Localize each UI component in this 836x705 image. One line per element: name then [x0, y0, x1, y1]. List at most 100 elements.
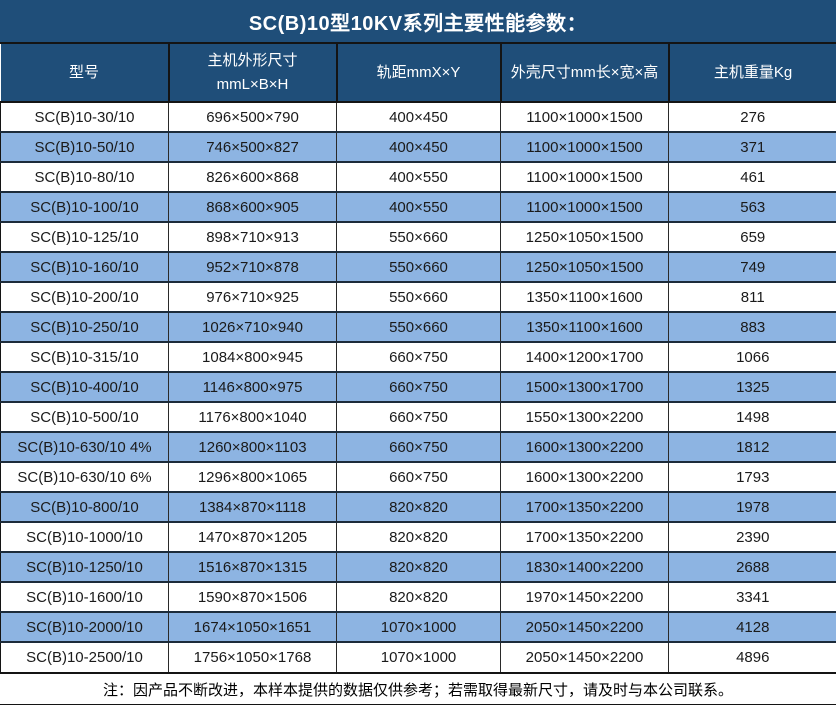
cell: 1978 [668, 491, 836, 522]
table-row: SC(B)10-400/10 1146×800×975 660×750 1500×13… [0, 371, 836, 402]
cell: 400×550 [336, 191, 501, 222]
cell: 746×500×827 [168, 131, 337, 162]
column-header: 轨距mmX×Y [335, 44, 501, 103]
table-row: SC(B)10-80/10 826×600×868 400×550 1100×1000… [0, 161, 836, 192]
table-row: SC(B)10-500/10 1176×800×1040 660×750 1550×1… [0, 401, 836, 432]
table-row: SC(B)10-2500/10 1756×1050×1768 1070×1000 20… [0, 641, 836, 672]
cell: 1250×1050×1500 [500, 251, 669, 282]
table-row: SC(B)10-630/10 4% 1260×800×1103 660×750 160… [0, 431, 836, 462]
cell: 811 [668, 281, 836, 312]
table-row: SC(B)10-125/10 898×710×913 550×660 1250×105… [0, 221, 836, 252]
cell: 1400×1200×1700 [500, 341, 669, 372]
footnote: 注：因产品不断改进，本样本提供的数据仅供参考；若需取得最新尺寸，请及时与本公司联… [0, 672, 836, 705]
table-row: SC(B)10-1600/10 1590×870×1506 820×820 1970×… [0, 581, 836, 612]
cell: 2688 [668, 551, 836, 582]
cell: 400×450 [336, 131, 501, 162]
cell: SC(B)10-80/10 [0, 161, 169, 192]
cell: 883 [668, 311, 836, 342]
cell: SC(B)10-1600/10 [0, 581, 169, 612]
cell: 1350×1100×1600 [500, 281, 669, 312]
cell: 371 [668, 131, 836, 162]
cell: SC(B)10-315/10 [0, 341, 169, 372]
cell: 1026×710×940 [168, 311, 337, 342]
table-row: SC(B)10-1000/10 1470×870×1205 820×820 1700×… [0, 521, 836, 552]
cell: SC(B)10-1250/10 [0, 551, 169, 582]
cell: 868×600×905 [168, 191, 337, 222]
cell: SC(B)10-630/10 4% [0, 431, 169, 462]
header-row: 型号 主机外形尺寸 mmL×B×H 轨距mmX×Y 外壳尺寸mm长×宽×高 主机重量Kg [0, 44, 836, 103]
cell: 1066 [668, 341, 836, 372]
cell: 976×710×925 [168, 281, 337, 312]
column-header: 主机重量Kg [667, 44, 836, 103]
cell: SC(B)10-50/10 [0, 131, 169, 162]
table-row: SC(B)10-315/10 1084×800×945 660×750 1400×12… [0, 341, 836, 372]
cell: 660×750 [336, 341, 501, 372]
cell: 4128 [668, 611, 836, 642]
cell: 1100×1000×1500 [500, 161, 669, 192]
table-row: SC(B)10-1250/10 1516×870×1315 820×820 1830×… [0, 551, 836, 582]
cell: 461 [668, 161, 836, 192]
cell: 820×820 [336, 491, 501, 522]
cell: 1296×800×1065 [168, 461, 337, 492]
cell: 1700×1350×2200 [500, 491, 669, 522]
cell: 659 [668, 221, 836, 252]
table-row: SC(B)10-200/10 976×710×925 550×660 1350×110… [0, 281, 836, 312]
cell: 550×660 [336, 221, 501, 252]
cell: SC(B)10-160/10 [0, 251, 169, 282]
cell: SC(B)10-200/10 [0, 281, 169, 312]
cell: 1070×1000 [336, 641, 501, 672]
cell: 1100×1000×1500 [500, 191, 669, 222]
cell: SC(B)10-30/10 [0, 102, 169, 132]
cell: 1830×1400×2200 [500, 551, 669, 582]
cell: 1756×1050×1768 [168, 641, 337, 672]
cell: 563 [668, 191, 836, 222]
cell: 400×550 [336, 161, 501, 192]
cell: SC(B)10-630/10 6% [0, 461, 169, 492]
table-header: 型号 主机外形尺寸 mmL×B×H 轨距mmX×Y 外壳尺寸mm长×宽×高 主机重量Kg [0, 44, 836, 103]
cell: 1500×1300×1700 [500, 371, 669, 402]
cell: 3341 [668, 581, 836, 612]
cell: 1700×1350×2200 [500, 521, 669, 552]
table-title: SC(B)10型10KV系列主要性能参数： [0, 0, 836, 44]
cell: 1084×800×945 [168, 341, 337, 372]
cell: SC(B)10-250/10 [0, 311, 169, 342]
cell: 1550×1300×2200 [500, 401, 669, 432]
cell: 550×660 [336, 281, 501, 312]
table-row: SC(B)10-30/10 696×500×790 400×450 1100×1000… [0, 102, 836, 132]
cell: 1600×1300×2200 [500, 461, 669, 492]
cell: 1498 [668, 401, 836, 432]
cell: 1812 [668, 431, 836, 462]
cell: 1674×1050×1651 [168, 611, 337, 642]
cell: 1070×1000 [336, 611, 501, 642]
cell: 660×750 [336, 371, 501, 402]
table-body: SC(B)10-30/10 696×500×790 400×450 1100×1000… [0, 102, 836, 672]
cell: 952×710×878 [168, 251, 337, 282]
cell: 1100×1000×1500 [500, 102, 669, 132]
cell: 276 [668, 102, 836, 132]
cell: 1516×870×1315 [168, 551, 337, 582]
cell: 400×450 [336, 102, 501, 132]
cell: 660×750 [336, 401, 501, 432]
column-header: 主机外形尺寸 mmL×B×H [167, 44, 337, 103]
cell: SC(B)10-1000/10 [0, 521, 169, 552]
cell: SC(B)10-2500/10 [0, 641, 169, 672]
cell: 1250×1050×1500 [500, 221, 669, 252]
cell: 550×660 [336, 251, 501, 282]
cell: 2050×1450×2200 [500, 611, 669, 642]
cell: SC(B)10-400/10 [0, 371, 169, 402]
cell: 820×820 [336, 581, 501, 612]
cell: 1146×800×975 [168, 371, 337, 402]
cell: 696×500×790 [168, 102, 337, 132]
cell: SC(B)10-800/10 [0, 491, 169, 522]
cell: SC(B)10-2000/10 [0, 611, 169, 642]
spec-table: 型号 主机外形尺寸 mmL×B×H 轨距mmX×Y 外壳尺寸mm长×宽×高 主机重量Kg… [0, 44, 836, 672]
cell: 1260×800×1103 [168, 431, 337, 462]
cell: 660×750 [336, 461, 501, 492]
cell: 1384×870×1118 [168, 491, 337, 522]
cell: 550×660 [336, 311, 501, 342]
cell: 660×750 [336, 431, 501, 462]
cell: SC(B)10-125/10 [0, 221, 169, 252]
table-row: SC(B)10-160/10 952×710×878 550×660 1250×105… [0, 251, 836, 282]
cell: 2050×1450×2200 [500, 641, 669, 672]
table-row: SC(B)10-50/10 746×500×827 400×450 1100×1000… [0, 131, 836, 162]
